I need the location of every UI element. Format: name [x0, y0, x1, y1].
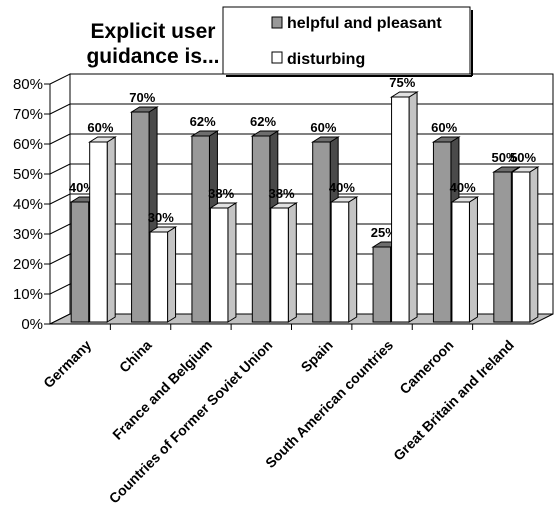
y-tick-label: 80%	[13, 76, 43, 93]
data-label-helpful-and-pleasant-south-american-countries: 25%	[371, 225, 397, 240]
bar-disturbing-south-american-countries-side	[408, 91, 418, 323]
bar-disturbing-china	[149, 231, 169, 323]
data-label-disturbing-cameroon: 40%	[450, 180, 476, 195]
bar-disturbing-germany-side	[106, 136, 116, 323]
bar-disturbing-south-american-countries	[391, 96, 410, 323]
data-label-helpful-and-pleasant-cameroon: 60%	[431, 120, 457, 135]
bar-disturbing-france-and-belgium-side	[227, 202, 237, 323]
category-label-france-and-belgium: France and Belgium	[109, 337, 215, 443]
bar-disturbing-countries-of-former-soviet-union	[270, 207, 289, 323]
chart-title-line-2: guidance is...	[86, 45, 219, 68]
y-tick-label: 50%	[13, 166, 43, 183]
chart-title: Explicit user guidance is...	[86, 20, 219, 68]
legend-swatch-helpful	[271, 16, 283, 29]
bar-disturbing-great-britain-and-ireland	[511, 171, 531, 323]
y-tick-label: 30%	[13, 226, 43, 243]
bar-helpful-and-pleasant-south-american-countries	[372, 246, 392, 323]
y-tick-label: 20%	[13, 256, 43, 273]
bar-helpful-and-pleasant-countries-of-former-soviet-union	[251, 135, 271, 323]
category-label-china: China	[116, 337, 155, 376]
bar-helpful-and-pleasant-germany	[70, 201, 90, 323]
data-label-helpful-and-pleasant-spain: 60%	[310, 120, 336, 135]
category-label-south-american-countries: South American countries	[262, 337, 396, 471]
chart-title-line-1: Explicit user	[91, 20, 216, 43]
legend-label-disturbing: disturbing	[287, 51, 365, 68]
bar-series-group: 40% 60% 70% 30% 62% 38% 62% 38% 60% 40% 25% 75% 60% 4…	[69, 75, 540, 323]
legend-box	[222, 6, 471, 75]
legend-label-helpful: helpful and pleasant	[287, 15, 442, 32]
data-label-disturbing-countries-of-former-soviet-union: 38%	[269, 186, 295, 201]
bar-helpful-and-pleasant-great-britain-and-ireland	[493, 171, 512, 323]
y-tick-label: 70%	[13, 106, 43, 123]
bar-disturbing-germany	[89, 141, 108, 323]
data-label-helpful-and-pleasant-countries-of-former-soviet-union: 62%	[250, 114, 276, 129]
data-label-disturbing-germany: 60%	[87, 120, 113, 135]
bar-disturbing-great-britain-and-ireland-side	[529, 166, 539, 323]
bar-helpful-and-pleasant-france-and-belgium	[191, 135, 210, 323]
category-label-great-britain-and-ireland: Great Britain and Ireland	[390, 337, 517, 464]
y-tick-label: 40%	[13, 196, 43, 213]
bar-disturbing-cameroon	[451, 201, 470, 323]
bar-disturbing-countries-of-former-soviet-union-side	[287, 202, 297, 323]
value-axis: 0% 10% 20% 30% 40% 50% 60% 70% 80%	[13, 76, 533, 333]
data-label-helpful-and-pleasant-great-britain-and-ireland: 50%	[492, 150, 518, 165]
y-tick-label: 0%	[21, 316, 43, 333]
data-label-disturbing-china: 30%	[148, 210, 174, 225]
data-label-disturbing-spain: 40%	[329, 180, 355, 195]
legend: helpful and pleasant disturbing	[222, 6, 473, 77]
bar-helpful-and-pleasant-spain	[312, 141, 331, 323]
bar-disturbing-france-and-belgium	[209, 207, 229, 323]
category-label-spain: Spain	[298, 337, 336, 375]
data-label-helpful-and-pleasant-germany: 40%	[69, 180, 95, 195]
bar-disturbing-spain-side	[348, 196, 358, 323]
data-label-disturbing-south-american-countries: 75%	[389, 75, 415, 90]
bar-disturbing-spain	[330, 201, 350, 323]
bar-disturbing-china-side	[167, 226, 177, 323]
data-label-helpful-and-pleasant-china: 70%	[129, 90, 155, 105]
data-label-disturbing-great-britain-and-ireland: 50%	[510, 150, 536, 165]
bar-disturbing-cameroon-side	[468, 196, 478, 323]
category-label-germany: Germany	[40, 337, 94, 391]
bar-helpful-and-pleasant-cameroon	[432, 141, 452, 323]
legend-swatch-disturbing	[271, 51, 283, 64]
data-label-helpful-and-pleasant-france-and-belgium: 62%	[190, 114, 216, 129]
y-tick-label: 10%	[13, 286, 43, 303]
bar-helpful-and-pleasant-china	[131, 111, 150, 323]
y-tick-label: 60%	[13, 136, 43, 153]
category-label-cameroon: Cameroon	[396, 337, 456, 397]
data-label-disturbing-france-and-belgium: 38%	[208, 186, 234, 201]
